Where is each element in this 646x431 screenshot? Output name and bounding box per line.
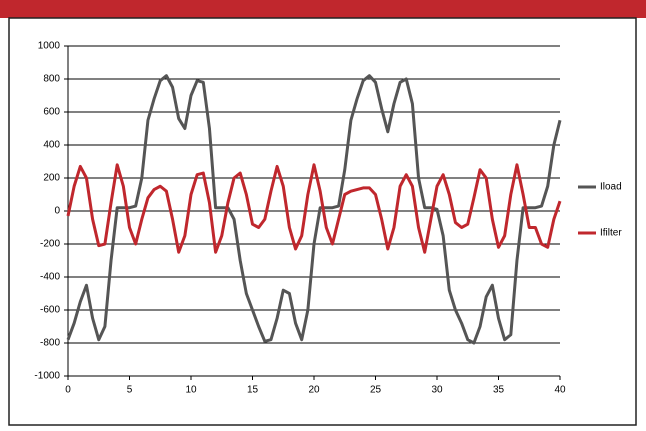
chart-panel <box>8 17 637 426</box>
y-tick-label: -800 <box>40 338 60 349</box>
legend-label: Ifilter <box>600 228 622 239</box>
y-tick-label: 1000 <box>38 41 61 52</box>
x-tick-label: 5 <box>127 385 133 396</box>
data-line <box>66 74 562 345</box>
x-tick-label: 35 <box>493 385 505 396</box>
data-line <box>66 163 562 254</box>
y-tick-label: -400 <box>40 272 60 283</box>
y-tick-label: 0 <box>54 206 60 217</box>
y-tick-label: 200 <box>43 173 60 184</box>
x-tick-label: 30 <box>431 385 443 396</box>
x-tick-label: 25 <box>370 385 382 396</box>
y-tick-label: 800 <box>43 74 60 85</box>
header-bar <box>0 0 646 18</box>
x-tick-label: 10 <box>185 385 197 396</box>
y-tick-label: -1000 <box>34 371 60 382</box>
x-tick-label: 15 <box>247 385 259 396</box>
x-tick-label: 40 <box>554 385 566 396</box>
legend-label: Iload <box>600 182 622 193</box>
x-tick-label: 0 <box>65 385 71 396</box>
y-tick-label: -200 <box>40 239 60 250</box>
y-tick-label: -600 <box>40 305 60 316</box>
x-tick-label: 20 <box>308 385 320 396</box>
y-tick-label: 400 <box>43 140 60 151</box>
y-tick-label: 600 <box>43 107 60 118</box>
